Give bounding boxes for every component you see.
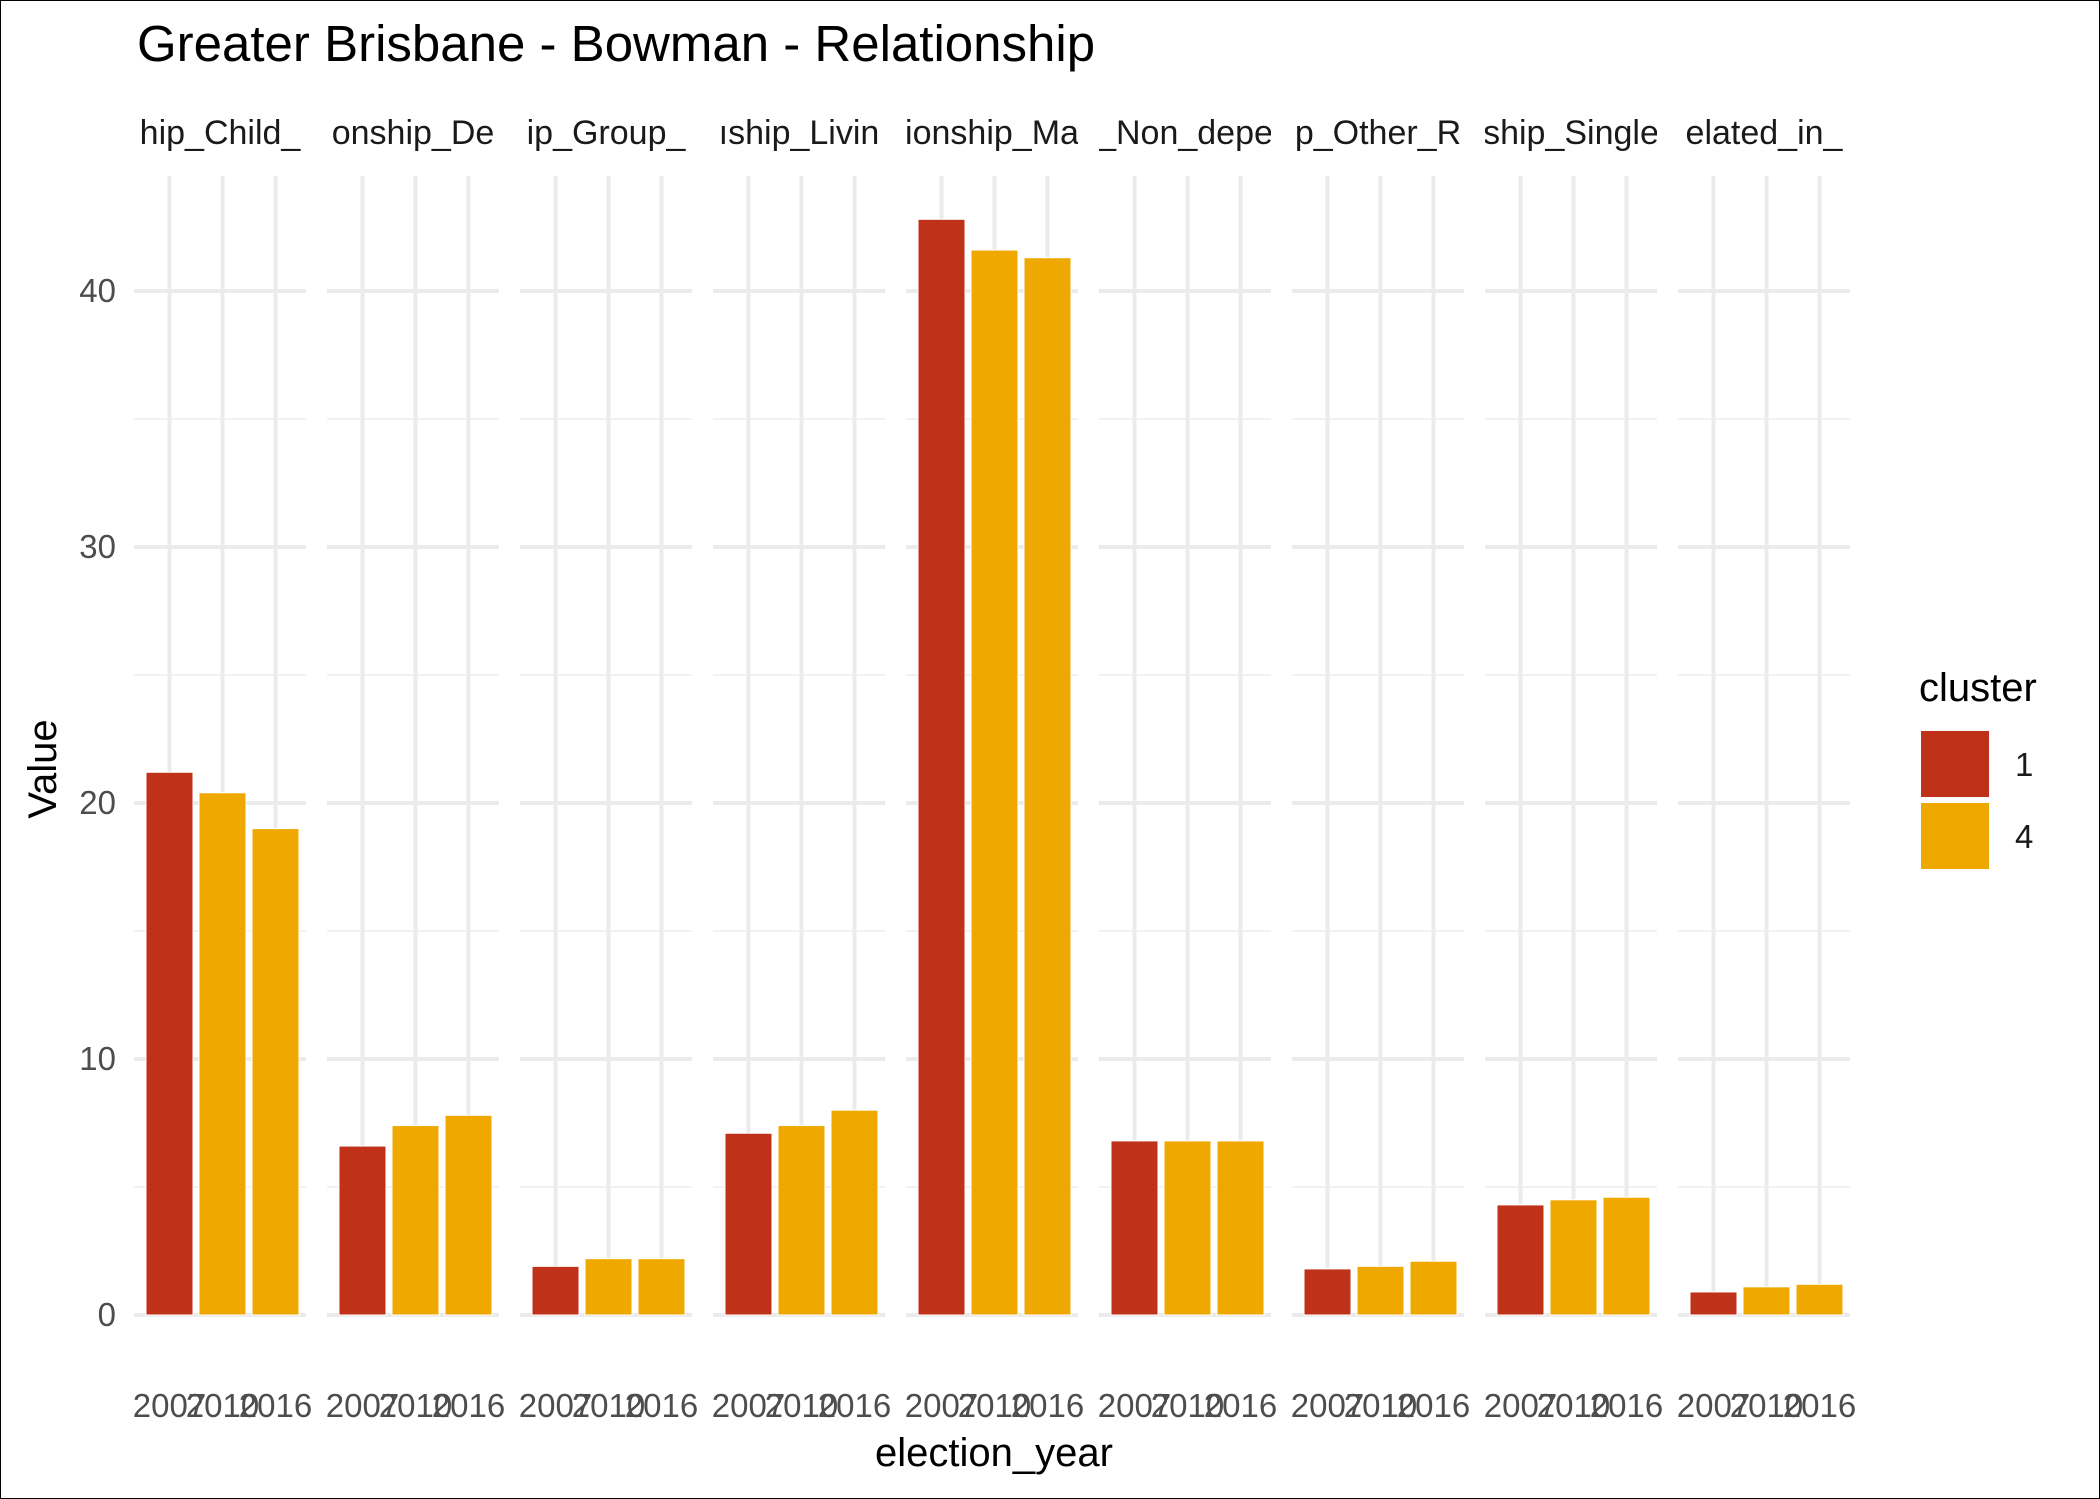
facet-strip-label: hip_Child_ — [140, 114, 302, 152]
x-tick-label: 2016 — [818, 1387, 891, 1424]
bar — [1110, 1140, 1159, 1316]
legend-key — [1921, 731, 1989, 797]
bar — [1742, 1286, 1791, 1316]
facet-strip-label: onship_De — [332, 114, 495, 152]
facet-strip-label: ship_Single — [1483, 114, 1659, 152]
x-tick-label: 2010 — [1344, 1387, 1417, 1424]
bar — [198, 792, 247, 1316]
bar — [251, 828, 300, 1316]
bar — [1549, 1199, 1598, 1316]
x-tick-label: 2007 — [1098, 1387, 1171, 1424]
x-tick-label: 2016 — [1783, 1387, 1856, 1424]
bar — [1216, 1140, 1265, 1316]
y-tick-label: 20 — [79, 784, 116, 821]
facet-strip-label: ip_Group_ — [527, 114, 687, 152]
bar — [724, 1132, 773, 1316]
legend-key — [1921, 803, 1989, 869]
x-tick-label: 2007 — [712, 1387, 785, 1424]
bar — [1356, 1265, 1405, 1316]
facets-layer: hip_Child_200720102016onship_De200720102… — [133, 114, 1856, 1424]
bar — [1023, 257, 1072, 1316]
legend-label: 4 — [2015, 818, 2033, 855]
x-tick-label: 2016 — [1397, 1387, 1470, 1424]
x-tick-label: 2007 — [326, 1387, 399, 1424]
y-tick-label: 0 — [98, 1296, 116, 1333]
x-tick-label: 2010 — [1151, 1387, 1224, 1424]
y-tick-label: 30 — [79, 528, 116, 565]
x-tick-label: 2010 — [1730, 1387, 1803, 1424]
chart-title: Greater Brisbane - Bowman - Relationship — [137, 15, 1095, 72]
bar — [970, 249, 1019, 1316]
bar — [145, 771, 194, 1316]
bar — [917, 218, 966, 1316]
x-tick-label: 2016 — [239, 1387, 312, 1424]
x-tick-label: 2010 — [1537, 1387, 1610, 1424]
bar — [584, 1258, 633, 1316]
bar — [830, 1109, 879, 1316]
x-tick-label: 2016 — [1011, 1387, 1084, 1424]
legend: cluster 1 4 — [1919, 666, 2037, 869]
facet-strip-label: elated_in_ — [1686, 114, 1844, 152]
x-tick-label: 2016 — [1204, 1387, 1277, 1424]
x-tick-label: 2010 — [572, 1387, 645, 1424]
x-tick-label: 2010 — [765, 1387, 838, 1424]
x-tick-label: 2010 — [186, 1387, 259, 1424]
x-tick-label: 2010 — [379, 1387, 452, 1424]
legend-label: 1 — [2015, 746, 2033, 783]
facet-strip-label: ıship_Livin — [719, 114, 880, 152]
bar — [338, 1145, 387, 1316]
bar — [444, 1114, 493, 1316]
bar — [1409, 1260, 1458, 1316]
y-tick-label: 10 — [79, 1040, 116, 1077]
x-tick-label: 2016 — [432, 1387, 505, 1424]
bar — [1163, 1140, 1212, 1316]
facet-strip-label: _Non_depe — [1096, 114, 1273, 152]
bar — [1795, 1283, 1844, 1316]
x-tick-label: 2010 — [958, 1387, 1031, 1424]
x-tick-label: 2007 — [133, 1387, 206, 1424]
bar — [777, 1125, 826, 1316]
bar — [1496, 1204, 1545, 1316]
bar — [1602, 1196, 1651, 1316]
x-tick-label: 2007 — [519, 1387, 592, 1424]
bar — [391, 1125, 440, 1316]
bar — [531, 1265, 580, 1316]
x-axis-title: election_year — [875, 1431, 1113, 1475]
facet-strip-label: p_Other_R — [1295, 114, 1461, 152]
facet-strip-label: ionship_Ma — [905, 114, 1079, 152]
bar — [1689, 1291, 1738, 1316]
y-tick-label: 40 — [79, 272, 116, 309]
y-axis: 0 10 20 30 40 — [79, 272, 116, 1333]
x-tick-label: 2007 — [1484, 1387, 1557, 1424]
legend-title: cluster — [1919, 666, 2037, 710]
y-axis-title: Value — [21, 719, 65, 818]
bar — [637, 1258, 686, 1316]
x-tick-label: 2007 — [1677, 1387, 1750, 1424]
bar — [1303, 1268, 1352, 1316]
x-tick-label: 2016 — [1590, 1387, 1663, 1424]
x-tick-label: 2016 — [625, 1387, 698, 1424]
x-tick-label: 2007 — [905, 1387, 978, 1424]
x-tick-label: 2007 — [1291, 1387, 1364, 1424]
